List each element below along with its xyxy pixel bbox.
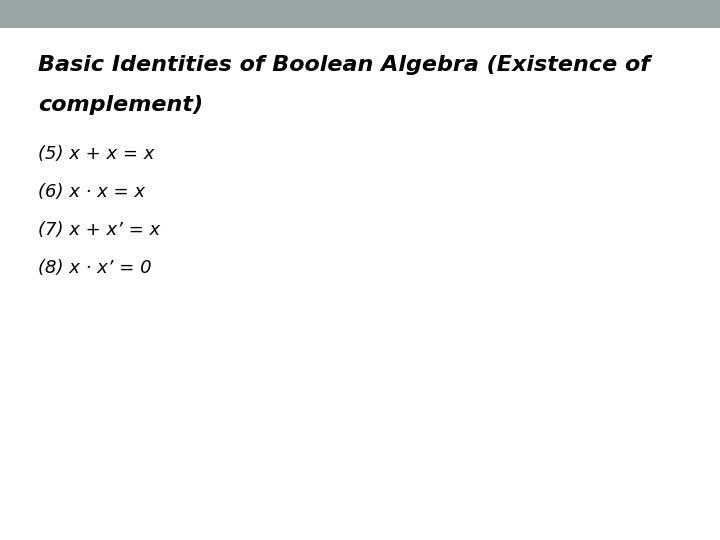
Text: Basic Identities of Boolean Algebra (Existence of: Basic Identities of Boolean Algebra (Exi… (38, 55, 650, 75)
Text: (7) x + x’ = x: (7) x + x’ = x (38, 221, 160, 239)
Text: (8) x · x’ = 0: (8) x · x’ = 0 (38, 259, 152, 277)
Text: (5) x + x = x: (5) x + x = x (38, 145, 154, 163)
Text: (6) x · x = x: (6) x · x = x (38, 183, 145, 201)
Bar (0, 0, 720, 28)
Text: complement): complement) (38, 95, 203, 115)
